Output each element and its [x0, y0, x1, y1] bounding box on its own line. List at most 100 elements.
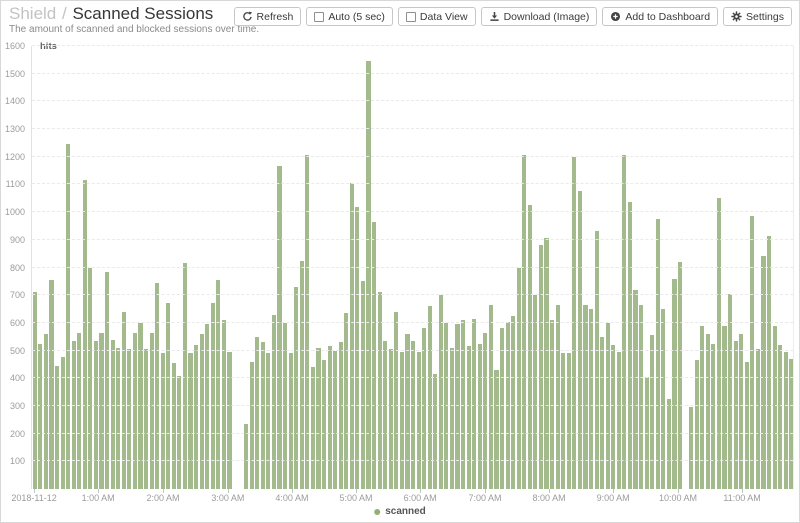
scanned-bar [583, 304, 588, 489]
scanned-bar [555, 304, 560, 489]
scanned-bar [277, 166, 282, 489]
bar-slot [204, 46, 210, 489]
add-to-dashboard-button[interactable]: Add to Dashboard [602, 7, 719, 26]
bar-slot [750, 46, 756, 489]
scanned-bar [121, 311, 126, 489]
legend-dot-icon [374, 508, 381, 515]
scanned-bar [299, 260, 304, 489]
bar-slot [104, 46, 110, 489]
bar-slot [599, 46, 605, 489]
scanned-bar [466, 346, 471, 489]
gridline [32, 128, 793, 130]
bar-slot [455, 46, 461, 489]
settings-button[interactable]: Settings [723, 7, 792, 26]
scanned-bar [755, 349, 760, 489]
scanned-bar [511, 315, 516, 489]
scanned-bar [99, 332, 104, 489]
scanned-bar [88, 267, 93, 489]
x-axis-tick-label: 9:00 AM [596, 493, 630, 503]
scanned-bar [538, 245, 544, 489]
scanned-bar [255, 336, 260, 489]
scanned-bar [455, 324, 460, 489]
bar-slot [154, 46, 160, 489]
x-axis-tick [34, 489, 36, 493]
auto-refresh-checkbox[interactable] [314, 11, 325, 22]
plot-area[interactable]: hits 100 200 300 400 500 600 700 800 900 1000 1100… [5, 41, 794, 489]
bar-slot [761, 46, 767, 489]
bar-slot [371, 46, 377, 489]
bar-slot [672, 46, 678, 489]
scanned-bar [433, 374, 438, 489]
bar-slot [216, 46, 222, 489]
settings-label: Settings [746, 10, 784, 23]
bar-slot [471, 46, 477, 489]
x-axis-tick [613, 489, 615, 493]
bar-slot [661, 46, 667, 489]
bar-slot [611, 46, 617, 489]
refresh-button[interactable]: Refresh [233, 7, 302, 26]
scanned-bar [477, 343, 482, 489]
scanned-bar [488, 304, 493, 489]
bar-slot [483, 46, 489, 489]
scanned-bar [639, 304, 644, 489]
x-axis-tick [291, 489, 293, 493]
y-axis-tick-label: 1000 [4, 207, 25, 218]
data-view-button[interactable]: Data View [397, 7, 476, 26]
y-axis-tick-label: 100 [9, 456, 25, 467]
x-axis-tick [98, 489, 100, 493]
gridline [32, 432, 793, 434]
y-axis-tick-label: 400 [9, 373, 25, 384]
scanned-bar [789, 358, 794, 489]
x-axis-tick [227, 489, 229, 493]
x-axis-tick-label: 7:00 AM [468, 493, 502, 503]
scanned-bar [116, 347, 121, 489]
scanned-bar [188, 353, 193, 489]
bar-slot [488, 46, 494, 489]
scanned-bar [194, 345, 199, 489]
auto-refresh-button[interactable]: Auto (5 sec) [306, 7, 393, 26]
bar-slot [193, 46, 199, 489]
bar-slot [694, 46, 700, 489]
scanned-bar [143, 349, 149, 489]
bar-slot [394, 46, 400, 489]
y-axis-tick-label: 1200 [4, 151, 25, 162]
x-axis-tick [484, 489, 486, 493]
bar-slot [71, 46, 77, 489]
scanned-bar [410, 340, 416, 489]
scanned-bar [550, 320, 555, 489]
bar-slot [416, 46, 422, 489]
bar-slot [138, 46, 144, 489]
scanned-bar [527, 205, 532, 489]
gridline [32, 100, 793, 102]
scanned-bar [344, 313, 349, 489]
scanned-bar [271, 314, 277, 489]
scanned-bar [438, 295, 443, 489]
scanned-bar [155, 282, 160, 489]
legend-item-scanned[interactable]: scanned [374, 506, 426, 517]
bar-slot [583, 46, 589, 489]
bar-slot [494, 46, 500, 489]
scanned-bar [160, 353, 165, 489]
bar-slot [533, 46, 539, 489]
bar-slot [82, 46, 88, 489]
scanned-bar [372, 221, 377, 489]
bar-slot [316, 46, 322, 489]
y-axis-tick-label: 200 [9, 428, 25, 439]
breadcrumb-parent-link[interactable]: Shield [9, 4, 57, 23]
data-view-checkbox[interactable] [405, 11, 416, 22]
download-icon [489, 11, 500, 22]
bar-slot [544, 46, 550, 489]
add-circle-icon [610, 11, 621, 22]
chart-area: hits 100 200 300 400 500 600 700 800 900 1000 1100… [5, 41, 794, 503]
scanned-bar [227, 351, 232, 489]
scanned-bar [472, 318, 477, 489]
bar-slot [310, 46, 316, 489]
scanned-bar [388, 349, 393, 489]
download-image-button[interactable]: Download (Image) [480, 7, 598, 26]
scanned-bar [32, 292, 37, 489]
data-view-label: Data View [419, 10, 468, 23]
scanned-bar [705, 333, 710, 489]
bar-slot [772, 46, 778, 489]
x-axis-tick [420, 489, 422, 493]
